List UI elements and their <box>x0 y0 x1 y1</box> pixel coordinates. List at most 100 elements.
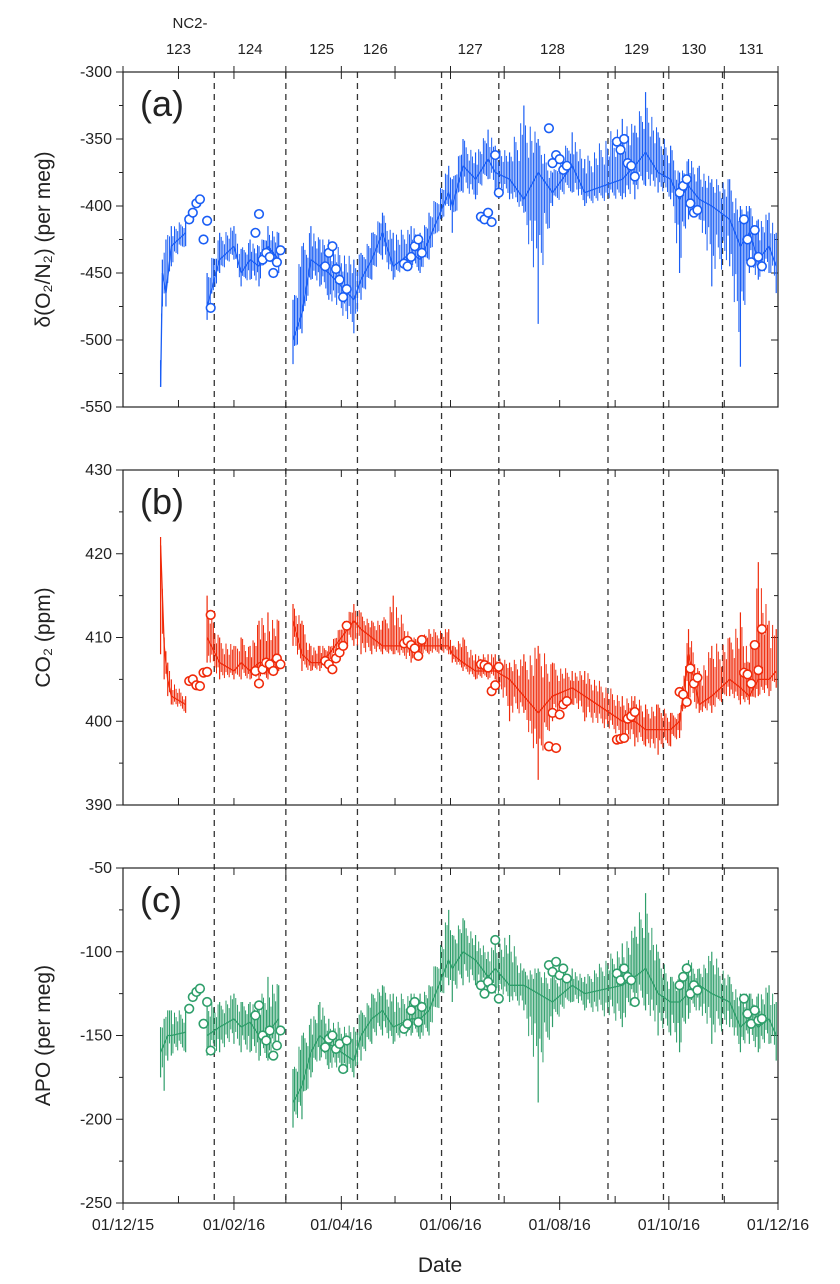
chart-panels: -300 -350 -400 -450 -500 -550 δ(O₂/N₂) (per me… <box>32 64 779 1212</box>
continuous-series <box>159 893 777 1128</box>
flask-sample-point <box>543 123 555 134</box>
flask-sample-point <box>618 133 630 145</box>
continuous-trace <box>292 151 777 341</box>
panel-label: (c) <box>140 879 182 920</box>
flask-sample-point <box>756 261 767 272</box>
flask-sample-point <box>685 198 696 209</box>
cruise-label-131: 131 <box>739 41 764 58</box>
y-tick-label: 430 <box>85 462 112 479</box>
flask-sample-point <box>341 283 352 295</box>
y-tick-label: 410 <box>85 630 112 647</box>
flask-sample-point <box>490 680 501 691</box>
flask-sample-point <box>275 245 286 256</box>
flask-sample-point <box>626 975 637 986</box>
x-tick-label: 01/04/16 <box>310 1217 372 1234</box>
y-tick-label: -300 <box>80 64 112 81</box>
flask-sample-point <box>271 257 283 268</box>
y-tick-label: -200 <box>80 1111 112 1128</box>
flask-sample-point <box>561 973 572 984</box>
flask-sample-point <box>756 1013 767 1024</box>
x-axis-ticks: 01/12/15 01/02/16 01/04/16 01/06/16 01/08/16… <box>92 66 809 1234</box>
flask-sample-point <box>202 666 213 677</box>
y-tick-label: -500 <box>80 332 112 349</box>
flask-sample-point <box>416 634 427 646</box>
continuous-trace <box>292 619 777 731</box>
cruise-label-124: 124 <box>238 41 263 58</box>
flask-sample-point <box>338 640 349 651</box>
flask-sample-point <box>490 934 501 946</box>
flask-sample-point <box>493 661 504 672</box>
flask-sample-point <box>685 663 696 674</box>
flask-sample-point <box>194 983 206 994</box>
flask-sample-point <box>253 1000 265 1011</box>
flask-sample-point <box>205 1045 216 1056</box>
flask-sample-point <box>250 227 261 238</box>
continuous-trace <box>292 950 777 1103</box>
flask-sample-point <box>681 963 692 974</box>
flask-sample-point <box>320 1042 331 1053</box>
continuous-series <box>159 537 777 780</box>
flask-sample-point <box>629 171 640 182</box>
flask-sample-point <box>482 662 494 673</box>
flask-sample-point <box>271 1040 283 1051</box>
x-tick-label: 01/08/16 <box>529 1217 591 1234</box>
flask-sample-point <box>406 1005 417 1016</box>
chart-panel-c: -50 -100 -150 -200 -250 APO (per meg) (c) <box>32 860 779 1212</box>
flask-sample-point <box>486 216 497 228</box>
flask-sample-point <box>202 996 213 1008</box>
flask-sample-point <box>194 194 206 205</box>
flask-sample-point <box>275 659 286 670</box>
flask-sample-point <box>327 241 338 252</box>
flask-sample-point <box>268 267 279 279</box>
flask-series <box>184 934 767 1075</box>
flask-sample-point <box>692 204 703 216</box>
y-tick-label: -400 <box>80 198 112 215</box>
flask-sample-point <box>416 247 427 258</box>
y-tick-label: 400 <box>85 713 112 730</box>
flask-sample-point <box>187 207 198 218</box>
flask-sample-point <box>753 665 764 676</box>
y-tick-label: -100 <box>80 944 112 961</box>
flask-sample-point <box>674 980 685 991</box>
x-tick-label: 01/06/16 <box>419 1217 481 1234</box>
flask-sample-point <box>406 251 417 263</box>
cruise-label-126: 126 <box>363 41 388 58</box>
y-tick-label: -250 <box>80 1195 112 1212</box>
flask-sample-point <box>198 234 209 245</box>
flask-sample-point <box>678 971 689 982</box>
flask-sample-point <box>554 154 565 165</box>
flask-sample-point <box>746 257 757 268</box>
flask-sample-point <box>409 996 420 1008</box>
flask-sample-point <box>338 292 349 303</box>
flask-sample-point <box>330 263 342 275</box>
flask-sample-point <box>742 669 753 680</box>
flask-sample-point <box>561 160 572 171</box>
flask-sample-point <box>402 1018 413 1029</box>
flask-sample-point <box>738 214 750 225</box>
flask-sample-point <box>334 274 345 285</box>
panel-label: (b) <box>140 481 184 522</box>
flask-sample-point <box>618 732 630 744</box>
flask-sample-point <box>479 988 490 999</box>
chart-panel-b: 430 420 410 400 390 CO₂ (ppm) (b) <box>32 462 779 814</box>
flask-sample-point <box>482 207 494 218</box>
flask-sample-point <box>205 302 216 313</box>
panel-label: (a) <box>140 83 184 124</box>
flask-sample-point <box>264 1025 275 1036</box>
flask-sample-point <box>198 1018 209 1029</box>
flask-sample-point <box>184 1003 195 1014</box>
continuous-trace <box>159 545 186 706</box>
flask-sample-point <box>194 680 206 692</box>
flask-sample-point <box>692 672 703 683</box>
flask-sample-point <box>416 1001 427 1013</box>
flask-sample-point <box>205 609 216 620</box>
plot-frame <box>122 469 779 806</box>
x-axis-title: Date <box>418 1254 462 1277</box>
flask-sample-point <box>554 709 565 720</box>
flask-sample-point <box>413 1016 424 1028</box>
flask-sample-point <box>629 996 640 1008</box>
flask-sample-point <box>341 1035 352 1046</box>
flask-sample-point <box>338 1063 349 1075</box>
y-tick-label: -50 <box>89 860 112 877</box>
